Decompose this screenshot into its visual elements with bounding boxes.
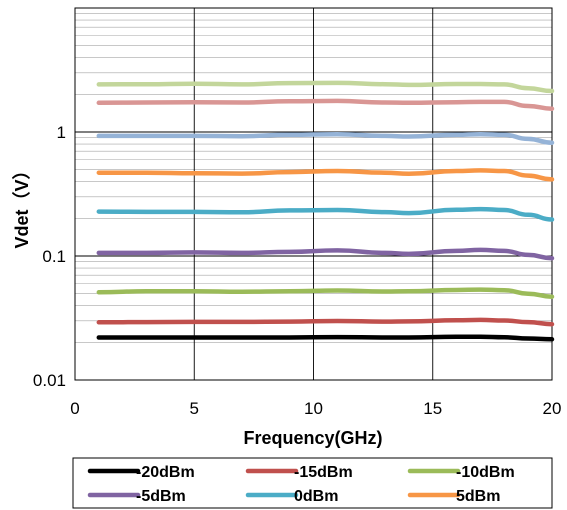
x-tick-labels: 0 5 10 15 20 <box>70 399 561 418</box>
series-line-2 <box>96 317 555 327</box>
series-line-1 <box>96 334 555 342</box>
series-line-4 <box>96 247 555 261</box>
legend-label: 0dBm <box>294 488 338 505</box>
series-line-7 <box>96 131 555 145</box>
legend-label: -10dBm <box>456 464 515 481</box>
legend-label: -15dBm <box>294 464 353 481</box>
x-tick-label: 15 <box>423 399 442 418</box>
series-line-6 <box>96 168 555 182</box>
legend-label: 5dBm <box>456 488 500 505</box>
y-tick-labels: 0.01 0.1 1 <box>33 123 66 390</box>
legend-label: -20dBm <box>136 464 195 481</box>
series-line-9 <box>96 80 555 94</box>
plot-frame <box>74 7 553 381</box>
legend-frame <box>72 457 553 509</box>
series-line-3 <box>96 287 555 299</box>
legend-label: -5dBm <box>136 488 186 505</box>
x-axis-title: Frequency(GHz) <box>243 428 382 448</box>
series-line-8 <box>96 98 555 111</box>
y-axis-title: Vdet（V） <box>12 161 32 248</box>
x-tick-label: 5 <box>190 399 199 418</box>
series-line-5 <box>96 206 555 222</box>
legend: -20dBm -15dBm -10dBm -5dBm 0dBm 5dBm <box>72 457 553 509</box>
series-lines <box>96 80 555 342</box>
y-tick-label: 0.01 <box>33 371 66 390</box>
x-tick-label: 10 <box>304 399 323 418</box>
x-tick-label: 20 <box>543 399 562 418</box>
y-tick-label: 1 <box>57 123 66 142</box>
x-tick-label: 0 <box>70 399 79 418</box>
y-tick-label: 0.1 <box>42 247 66 266</box>
